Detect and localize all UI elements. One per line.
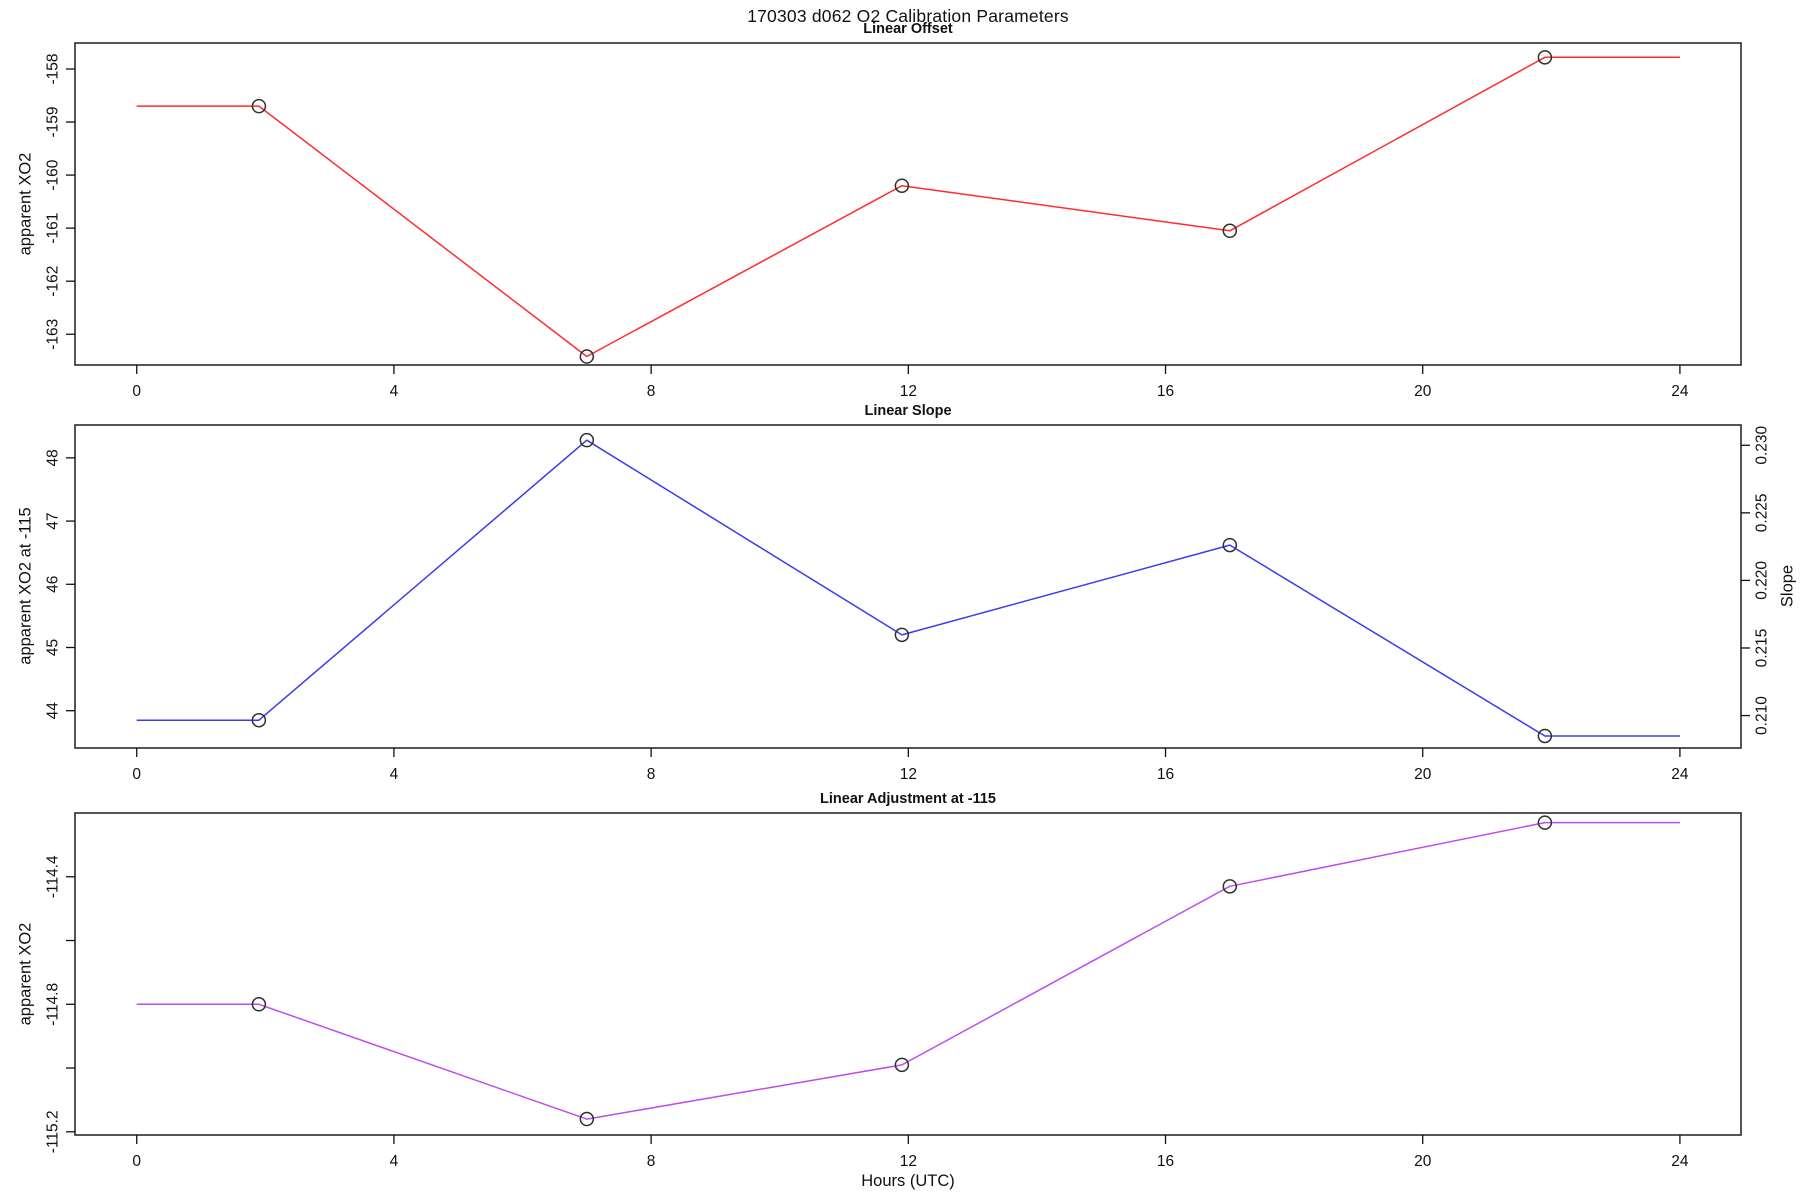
panel1-x-tick-label: 4	[390, 383, 399, 400]
panel1-border	[74, 42, 1742, 366]
panel3-point-1	[579, 1111, 595, 1127]
panel2-title: Linear Slope	[864, 403, 952, 419]
panel2-point-0	[251, 712, 267, 728]
panel1-x-tick-label: 8	[647, 383, 656, 400]
panel2-right-y-tick-label: 0.215	[1754, 629, 1771, 668]
panel1-point-1	[579, 349, 595, 364]
panel1-point-0	[251, 98, 267, 114]
panel1-y-tick-label: -159	[45, 107, 62, 138]
panel2-x-tick-label: 24	[1671, 766, 1689, 783]
panel2-right-y-tick-label: 0.225	[1754, 493, 1771, 532]
panel3-x-tick-label: 0	[132, 1153, 141, 1170]
panel2-x-tick-label: 0	[132, 766, 141, 783]
panel1-y-tick-label: -160	[45, 159, 62, 190]
panel2-y-tick-label: 44	[45, 702, 62, 720]
panel1-x-tick-label: 20	[1414, 383, 1432, 400]
figure-title: 170303 d062 O2 Calibration Parameters	[747, 6, 1069, 26]
panel3-border	[74, 812, 1742, 1136]
panel2-x-tick-label: 4	[390, 766, 399, 783]
panel3-point-4	[1537, 815, 1553, 830]
panel3-y-tick-label: -114.8	[45, 983, 62, 1026]
panel2-right-y-tick-label: 0.230	[1754, 426, 1771, 465]
x-axis-label: Hours (UTC)	[861, 1172, 955, 1190]
panel1-y-tick-label: -162	[45, 266, 62, 297]
panel1-point-4	[1537, 50, 1553, 65]
panel1-series-line	[136, 56, 1680, 358]
panel2-right-y-tick-label: 0.210	[1754, 696, 1771, 735]
panel3-series-line	[136, 821, 1680, 1120]
panel3-y-tick-label: -115.2	[45, 1110, 62, 1153]
panel2-point-3	[1222, 537, 1238, 553]
panel2-y-tick-label: 47	[45, 512, 62, 529]
panel1-point-2	[894, 178, 910, 193]
panel3-x-tick-label: 12	[900, 1153, 917, 1170]
panel2-y-tick-label: 46	[45, 576, 62, 593]
panel2-border	[74, 424, 1742, 749]
panel3-x-tick-label: 8	[647, 1153, 656, 1170]
panel3-y-tick-label: -114.4	[45, 855, 62, 898]
panel3-x-tick-label: 4	[390, 1153, 399, 1170]
panel1-x-tick-label: 16	[1157, 383, 1174, 400]
panel1-y-tick-label: -158	[45, 53, 62, 84]
panel2-x-tick-label: 20	[1414, 766, 1432, 783]
panel3-x-tick-label: 20	[1414, 1153, 1432, 1170]
panel3-x-tick-label: 24	[1671, 1153, 1689, 1170]
panel2-right-y-tick-label: 0.220	[1754, 561, 1771, 600]
panel3-point-0	[251, 997, 267, 1012]
panel2-y-tick-label: 48	[45, 449, 62, 466]
panel2-x-tick-label: 16	[1157, 766, 1174, 783]
panel1-y-tick-label: -163	[45, 319, 62, 350]
panel2-y-tick-label: 45	[45, 639, 62, 656]
panel3-point-3	[1222, 879, 1238, 894]
panel2-series-line	[136, 439, 1680, 737]
panel2-point-4	[1537, 728, 1553, 744]
panel1-title: Linear Offset	[863, 21, 953, 37]
panel1-x-tick-label: 0	[132, 383, 141, 400]
panel1-x-tick-label: 12	[900, 383, 917, 400]
panel1-point-3	[1222, 223, 1238, 239]
panel3-point-2	[894, 1057, 910, 1073]
panel2-point-2	[894, 627, 910, 643]
panel1-y-tick-label: -161	[45, 213, 62, 244]
panel2-point-1	[579, 432, 595, 448]
panel2-x-tick-label: 12	[900, 766, 917, 783]
panel2-x-tick-label: 8	[647, 766, 656, 783]
panel3-title: Linear Adjustment at -115	[820, 791, 996, 807]
panel3-x-tick-label: 16	[1157, 1153, 1174, 1170]
panel1-x-tick-label: 24	[1671, 383, 1689, 400]
